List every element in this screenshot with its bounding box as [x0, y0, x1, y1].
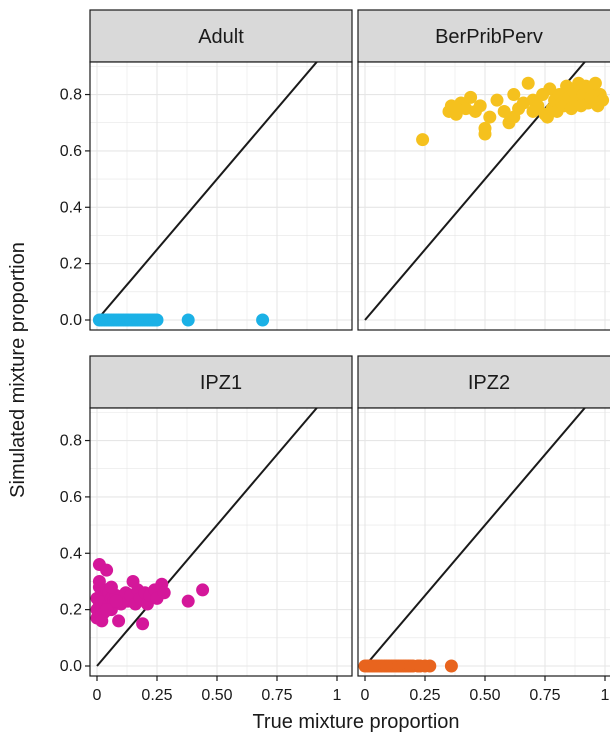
y-axis: 0.0 0.2 0.4 0.6 0.8 0.0 0.2 0.4 0.6 0.8	[60, 87, 90, 675]
data-point	[136, 617, 150, 631]
x-tick-label: 0.75	[529, 687, 560, 704]
data-point	[490, 93, 504, 107]
panels-layer: Adult BerPribPerv IPZ1 IPZ2	[89, 9, 610, 677]
panel-border	[357, 61, 610, 331]
plot-background	[90, 62, 352, 330]
y-axis-title: Simulated mixture proportion	[7, 242, 29, 498]
points-ipz1	[90, 558, 210, 631]
data-point	[473, 99, 487, 113]
facet-strip-label: IPZ2	[468, 372, 510, 394]
data-point	[157, 586, 171, 600]
data-point	[596, 93, 610, 107]
x-tick-label: 0.50	[469, 687, 500, 704]
data-point	[150, 313, 164, 327]
plot-background	[90, 408, 352, 676]
data-point	[181, 594, 195, 608]
data-point	[507, 88, 521, 102]
y-tick-label: 0.8	[60, 87, 82, 104]
x-axis: 0 0.25 0.50 0.75 1 0 0.25 0.50 0.75 1	[93, 676, 610, 704]
data-point	[521, 76, 535, 90]
data-point	[100, 563, 114, 577]
identity-reference-line	[96, 408, 319, 667]
y-tick-label: 0.4	[60, 545, 82, 562]
facet-panel-adult: Adult	[89, 9, 353, 331]
y-tick-label: 0.4	[60, 199, 82, 216]
gridlines	[358, 408, 610, 676]
data-point	[444, 659, 458, 673]
y-tick-label: 0.6	[60, 143, 82, 160]
plot-background	[358, 408, 610, 676]
points-ipz2	[358, 659, 458, 673]
facet-strip-label: IPZ1	[200, 372, 242, 394]
x-tick-label: 0.50	[201, 687, 232, 704]
x-tick-label: 0.75	[261, 687, 292, 704]
x-tick-label: 1	[601, 687, 610, 704]
x-tick-label: 1	[333, 687, 342, 704]
facet-strip	[357, 355, 610, 409]
data-point	[478, 121, 492, 135]
y-tick-label: 0.8	[60, 433, 82, 450]
data-point	[196, 583, 210, 597]
y-tick-label: 0.2	[60, 602, 82, 619]
panel-border	[357, 407, 610, 677]
data-point	[464, 90, 478, 104]
facet-strip-label: BerPribPerv	[435, 26, 543, 48]
y-tick-label: 0.0	[60, 658, 82, 675]
panel-border	[89, 61, 353, 331]
data-point	[543, 82, 557, 96]
points-berpribperv	[416, 76, 610, 147]
panel-border	[89, 407, 353, 677]
facet-panel-berpribperv: BerPribPerv	[357, 9, 610, 331]
data-point	[112, 614, 126, 628]
facet-strip-label: Adult	[198, 26, 244, 48]
data-point	[256, 313, 270, 327]
data-point	[100, 603, 114, 617]
data-point	[423, 659, 437, 673]
x-tick-label: 0.25	[409, 687, 440, 704]
identity-reference-line	[96, 62, 319, 321]
data-point	[526, 104, 540, 118]
facet-strip	[89, 355, 353, 409]
x-axis-title: True mixture proportion	[252, 711, 459, 733]
data-point	[588, 76, 602, 90]
data-point	[507, 110, 521, 124]
reference-line-group	[96, 62, 319, 321]
data-point	[483, 110, 497, 124]
identity-reference-line	[364, 408, 587, 667]
reference-line-group	[96, 408, 319, 667]
data-point	[416, 133, 430, 147]
y-tick-label: 0.2	[60, 256, 82, 273]
data-point	[497, 104, 511, 118]
x-tick-label: 0	[361, 687, 370, 704]
data-point	[181, 313, 195, 327]
data-point	[104, 580, 118, 594]
data-point	[109, 594, 123, 608]
x-tick-label: 0	[93, 687, 102, 704]
y-tick-label: 0.0	[60, 312, 82, 329]
reference-line-group	[364, 408, 587, 667]
points-adult	[92, 313, 270, 327]
data-point	[92, 574, 106, 588]
facet-strip	[89, 9, 353, 63]
data-point	[95, 614, 109, 628]
facet-panel-ipz2: IPZ2	[357, 355, 610, 677]
data-point	[449, 102, 463, 116]
y-tick-label: 0.6	[60, 489, 82, 506]
facet-panel-ipz1: IPZ1	[89, 355, 353, 677]
x-tick-label: 0.25	[141, 687, 172, 704]
